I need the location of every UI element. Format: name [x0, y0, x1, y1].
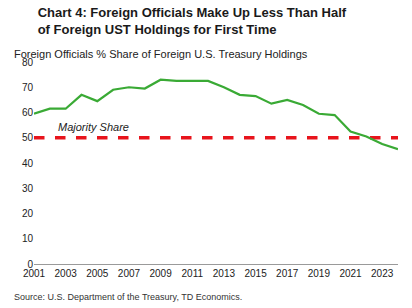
svg-text:2007: 2007	[118, 268, 141, 279]
svg-text:2003: 2003	[55, 268, 78, 279]
svg-text:60: 60	[22, 107, 34, 118]
svg-text:Source: U.S. Department of the: Source: U.S. Department of the Treasury,…	[14, 292, 242, 302]
svg-text:Foreign Officials % Share of F: Foreign Officials % Share of Foreign U.S…	[14, 48, 308, 60]
svg-text:2021: 2021	[339, 268, 362, 279]
svg-text:2019: 2019	[308, 268, 331, 279]
svg-text:2009: 2009	[149, 268, 172, 279]
svg-text:70: 70	[22, 82, 34, 93]
svg-text:2015: 2015	[244, 268, 267, 279]
svg-text:2001: 2001	[23, 268, 46, 279]
svg-text:80: 80	[22, 57, 34, 68]
svg-text:Chart 4: Foreign Officials Mak: Chart 4: Foreign Officials Make Up Less …	[38, 5, 347, 37]
svg-text:50: 50	[22, 132, 34, 143]
svg-text:40: 40	[22, 158, 34, 169]
svg-text:20: 20	[22, 208, 34, 219]
svg-text:2017: 2017	[276, 268, 299, 279]
svg-text:10: 10	[22, 233, 34, 244]
svg-text:Majority Share: Majority Share	[58, 121, 129, 133]
svg-text:2023: 2023	[371, 268, 394, 279]
svg-text:2013: 2013	[213, 268, 236, 279]
svg-text:2011: 2011	[182, 268, 204, 279]
svg-text:30: 30	[22, 183, 34, 194]
svg-text:2005: 2005	[86, 268, 109, 279]
svg-text:0: 0	[27, 259, 33, 270]
